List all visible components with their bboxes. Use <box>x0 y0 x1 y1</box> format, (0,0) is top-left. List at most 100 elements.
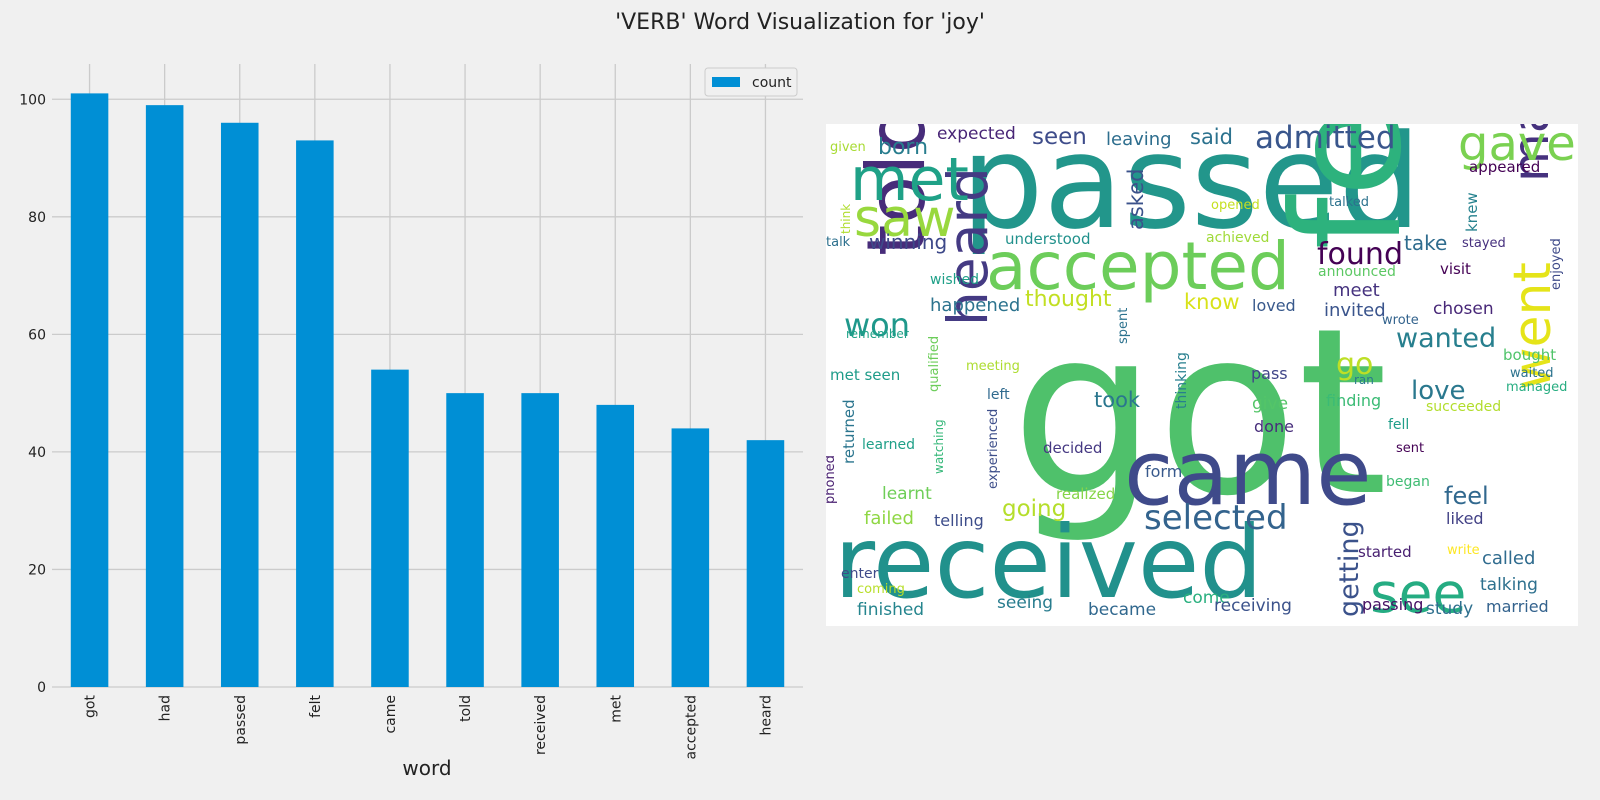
cloud-word-receiving: receiving <box>1214 596 1292 616</box>
cloud-word-phoned: phoned <box>826 455 838 504</box>
cloud-word-met-seen: met seen <box>830 366 900 384</box>
cloud-word-learned: learned <box>862 437 915 453</box>
x-tick-label: felt <box>308 694 324 717</box>
bar-got[interactable] <box>70 93 109 688</box>
cloud-word-enter: enter <box>841 566 879 582</box>
cloud-word-talked: talked <box>1329 195 1369 210</box>
cloud-word-achieved: achieved <box>1206 230 1269 246</box>
cloud-word-received: received <box>834 504 1263 621</box>
cloud-word-fell: fell <box>1388 417 1409 433</box>
cloud-word-take: take <box>1404 231 1447 255</box>
cloud-word-began: began <box>1386 474 1430 490</box>
word-cloud-background <box>826 124 1578 626</box>
cloud-word-married: married <box>1486 597 1549 616</box>
bar-received[interactable] <box>521 393 559 687</box>
cloud-word-wrote: wrote <box>1382 313 1419 328</box>
cloud-word-talk: talk <box>826 235 851 250</box>
cloud-word-announced: announced <box>1318 264 1396 280</box>
cloud-word-came: came <box>1124 421 1372 526</box>
cloud-word-succeeded: succeeded <box>1426 399 1501 415</box>
x-tick-label: got <box>83 695 99 718</box>
cloud-word-meet: meet <box>1333 280 1380 301</box>
cloud-word-see: see <box>1370 561 1466 625</box>
bar-met[interactable] <box>596 404 635 687</box>
cloud-word-going: going <box>1002 496 1066 522</box>
y-tick-label: 20 <box>28 562 46 578</box>
cloud-word-learnt: learnt <box>882 484 932 504</box>
cloud-word-seen: seen <box>1032 124 1087 150</box>
cloud-word-seeing: seeing <box>997 593 1053 613</box>
cloud-word-passing: passing <box>1362 595 1423 614</box>
chart-legend[interactable]: count <box>704 67 798 97</box>
cloud-word-knew: knew <box>1463 192 1481 232</box>
x-tick-label: told <box>458 695 474 722</box>
cloud-word-took: took <box>1094 388 1141 412</box>
cloud-word-chosen: chosen <box>1433 299 1494 319</box>
cloud-word-form: form <box>1145 462 1182 481</box>
x-tick-label: had <box>158 695 174 721</box>
cloud-word-got: got <box>1011 280 1388 547</box>
cloud-word-leaving: leaving <box>1106 129 1172 150</box>
cloud-word-meeting: meeting <box>966 359 1020 374</box>
y-tick-labels: 0 20 40 60 80 100 <box>19 92 46 696</box>
cloud-word-told: told <box>850 124 943 256</box>
y-tick-label: 40 <box>28 445 46 461</box>
cloud-word-understood: understood <box>1005 230 1091 248</box>
cloud-word-heard: heard <box>936 167 1000 326</box>
bar-had[interactable] <box>145 105 184 688</box>
figure-title: 'VERB' Word Visualization for 'joy' <box>615 10 985 35</box>
cloud-word-watching: watching <box>932 419 946 474</box>
cloud-word-found: found <box>1317 237 1403 272</box>
cloud-word-finished: finished <box>857 600 924 620</box>
legend-frame <box>704 67 798 97</box>
cloud-word-given: given <box>830 140 866 155</box>
cloud-word-qualified: qualified <box>927 336 942 392</box>
cloud-word-left: left <box>987 387 1010 403</box>
cloud-word-went: went <box>1503 262 1563 390</box>
cloud-word-returned: returned <box>840 399 858 464</box>
cloud-word-love: love <box>1411 376 1466 406</box>
cloud-word-telling: telling <box>934 511 984 530</box>
cloud-word-called: called <box>1482 548 1535 569</box>
cloud-word-saw: saw <box>854 189 956 249</box>
cloud-word-talking: talking <box>1480 575 1538 595</box>
bar-came[interactable] <box>371 369 409 687</box>
cloud-word-done: done <box>1254 417 1294 436</box>
cloud-word-think: think <box>839 204 853 234</box>
cloud-word-getting: getting <box>1334 520 1365 617</box>
x-tick-label: met <box>608 694 624 722</box>
cloud-word-expected: expected <box>937 124 1016 144</box>
cloud-word-thought: thought <box>1025 287 1112 312</box>
cloud-word-pass: pass <box>1251 364 1288 383</box>
legend-swatch <box>712 77 740 87</box>
cloud-word-selected: selected <box>1144 498 1288 538</box>
cloud-word-said: said <box>1190 125 1233 149</box>
cloud-word-spent: spent <box>1116 308 1131 344</box>
cloud-word-managed: managed <box>1506 380 1567 395</box>
cloud-word-started: started <box>1358 543 1412 561</box>
cloud-word-passed: passed <box>961 124 1421 258</box>
x-tick-label: accepted <box>683 695 699 759</box>
bar-accepted[interactable] <box>671 428 710 687</box>
bar-passed[interactable] <box>220 122 259 688</box>
x-tick-labels: got had passed felt came told received met accep… <box>83 694 775 759</box>
cloud-word-ran: ran <box>1354 373 1374 387</box>
bar-heard[interactable] <box>746 440 785 687</box>
bar-told[interactable] <box>446 393 484 687</box>
cloud-word-sent: sent <box>1396 441 1424 456</box>
cloud-word-admitted: admitted <box>1255 124 1396 156</box>
cloud-word-remember: remember <box>846 327 909 341</box>
bar-felt[interactable] <box>296 140 334 688</box>
cloud-word-happened: happened <box>930 295 1020 316</box>
cloud-word-felt: felt <box>1261 124 1435 250</box>
cloud-word-wanted: wanted <box>1396 323 1496 354</box>
x-tick-label: received <box>533 695 549 755</box>
cloud-word-became: became <box>1088 600 1156 620</box>
cloud-word-loved: loved <box>1252 296 1296 315</box>
bar-chart: 0 20 40 60 80 100 got had passed felt came told rec… <box>19 64 803 780</box>
cloud-word-stayed: stayed <box>1462 236 1506 251</box>
cloud-word-liked: liked <box>1446 509 1484 528</box>
cloud-word-asked: asked <box>1124 169 1148 230</box>
cloud-word-thinking: thinking <box>1174 352 1190 409</box>
